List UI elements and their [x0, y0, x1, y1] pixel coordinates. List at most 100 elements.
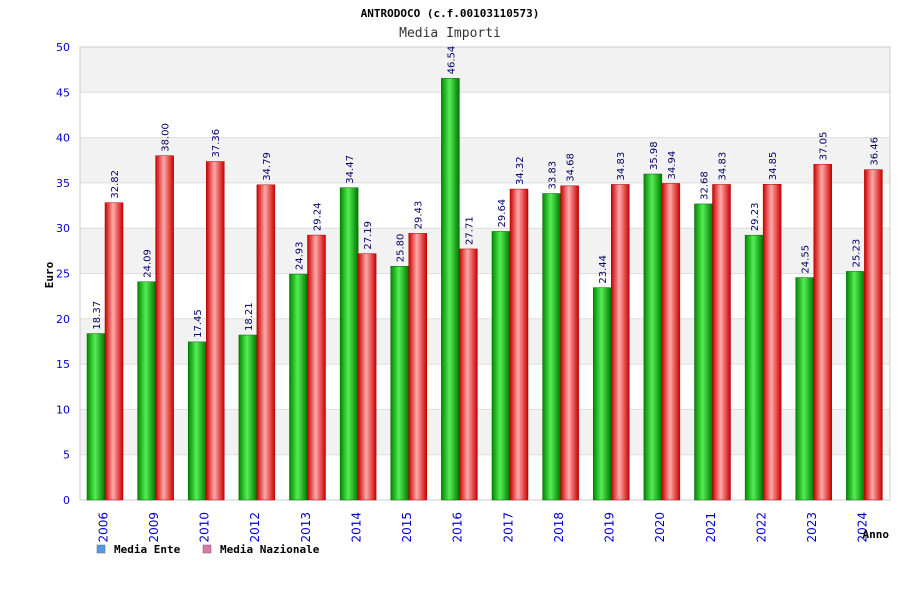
bar-nazionale-2009 [155, 155, 174, 501]
data-label-nazionale-2021: 34.83 [718, 152, 729, 181]
data-label-ente-2015: 25.80 [396, 234, 407, 263]
data-label-ente-2006: 18.37 [92, 301, 103, 330]
x-axis-title: Anno [863, 528, 890, 541]
data-label-nazionale-2024: 36.46 [869, 137, 880, 166]
y-tick-label: 10 [56, 403, 70, 416]
y-tick-label: 50 [56, 41, 70, 54]
data-label-ente-2024: 25.23 [851, 239, 862, 268]
bar-nazionale-2020 [661, 183, 681, 501]
x-tick-label: 2018 [552, 512, 566, 543]
y-tick-label: 5 [63, 449, 70, 462]
data-label-ente-2009: 24.09 [143, 249, 154, 278]
x-tick-label: 2023 [805, 512, 819, 543]
data-label-ente-2014: 34.47 [345, 155, 356, 184]
x-tick-label: 2019 [603, 512, 617, 543]
bar-nazionale-2012 [256, 184, 276, 501]
data-label-ente-2018: 33.83 [548, 161, 559, 190]
bar-ente-2013 [289, 273, 308, 501]
data-label-nazionale-2010: 37.36 [211, 129, 222, 158]
bar-ente-2015 [390, 266, 409, 501]
chart-subtitle: Media Importi [399, 26, 501, 41]
bar-nazionale-2023 [813, 164, 832, 501]
x-tick-label: 2014 [349, 512, 363, 543]
data-label-ente-2013: 24.93 [295, 241, 306, 270]
x-tick-label: 2017 [501, 512, 515, 543]
data-label-nazionale-2019: 34.83 [616, 152, 627, 181]
data-label-nazionale-2009: 38.00 [161, 123, 172, 152]
bar-ente-2009 [137, 281, 156, 501]
bar-nazionale-2022 [762, 184, 782, 501]
bar-ente-2021 [694, 203, 713, 501]
y-tick-label: 20 [56, 313, 70, 326]
bar-nazionale-2021 [712, 184, 731, 501]
legend-label-ente: Media Ente [114, 543, 181, 556]
data-label-nazionale-2022: 34.85 [768, 152, 779, 181]
x-tick-label: 2022 [754, 512, 768, 543]
data-label-ente-2017: 29.64 [497, 199, 508, 228]
data-label-nazionale-2013: 29.24 [313, 202, 324, 231]
chart-title: ANTRODOCO (c.f.00103110573) [361, 7, 540, 20]
data-label-nazionale-2015: 29.43 [414, 201, 425, 230]
bar-nazionale-2006 [104, 202, 124, 501]
x-tick-label: 2013 [299, 512, 313, 543]
x-tick-label: 2024 [856, 512, 870, 543]
data-label-nazionale-2014: 27.19 [363, 221, 374, 250]
bar-ente-2016 [441, 78, 460, 501]
data-label-ente-2010: 17.45 [193, 309, 204, 338]
data-label-ente-2016: 46.54 [446, 46, 457, 75]
y-tick-label: 45 [56, 86, 70, 99]
bar-nazionale-2010 [206, 161, 225, 501]
y-tick-label: 40 [56, 132, 70, 145]
y-tick-label: 15 [56, 358, 70, 371]
data-label-ente-2021: 32.68 [700, 171, 711, 200]
x-tick-label: 2009 [147, 512, 161, 543]
bar-nazionale-2024 [864, 169, 883, 501]
data-label-ente-2022: 29.23 [750, 203, 761, 232]
data-label-ente-2020: 35.98 [649, 141, 660, 170]
x-tick-label: 2016 [451, 512, 465, 543]
bar-ente-2018 [542, 193, 561, 501]
bar-nazionale-2016 [459, 248, 478, 501]
x-tick-label: 2015 [400, 512, 414, 543]
data-label-nazionale-2012: 34.79 [262, 152, 273, 181]
y-tick-label: 0 [63, 494, 70, 507]
bar-nazionale-2015 [408, 233, 427, 501]
data-label-nazionale-2006: 32.82 [110, 170, 121, 199]
bar-ente-2010 [188, 341, 207, 501]
data-label-nazionale-2023: 37.05 [819, 132, 830, 161]
bar-nazionale-2019 [611, 184, 630, 501]
grid-band [80, 47, 890, 93]
x-tick-label: 2020 [653, 512, 667, 543]
data-label-ente-2019: 23.44 [598, 255, 609, 284]
data-label-nazionale-2016: 27.71 [464, 216, 475, 245]
legend-swatch-nazionale [202, 544, 212, 554]
data-label-nazionale-2020: 34.94 [667, 151, 678, 180]
y-tick-label: 30 [56, 222, 70, 235]
plot-area [79, 46, 891, 501]
data-label-ente-2023: 24.55 [801, 245, 812, 274]
y-axis-title: Euro [43, 261, 56, 288]
bar-nazionale-2018 [560, 185, 579, 501]
data-label-ente-2012: 18.21 [244, 302, 255, 331]
data-label-nazionale-2017: 34.32 [515, 156, 526, 185]
bar-ente-2017 [491, 231, 511, 501]
bar-nazionale-2013 [307, 234, 326, 501]
legend: Media Ente Media Nazionale [96, 543, 320, 556]
bar-ente-2006 [86, 333, 106, 501]
x-tick-label: 2021 [704, 512, 718, 543]
x-tick-label: 2010 [198, 512, 212, 543]
legend-swatch-ente [96, 544, 106, 554]
bar-ente-2023 [795, 277, 814, 501]
x-tick-label: 2012 [248, 512, 262, 543]
bar-ente-2020 [643, 173, 663, 501]
y-tick-label: 35 [56, 177, 70, 190]
x-tick-label: 2006 [96, 512, 110, 543]
bar-nazionale-2014 [357, 253, 377, 501]
bar-ente-2024 [846, 271, 865, 501]
bar-ente-2014 [339, 187, 359, 501]
bar-ente-2022 [744, 234, 764, 501]
bar-nazionale-2017 [509, 188, 529, 501]
legend-label-nazionale: Media Nazionale [220, 543, 320, 556]
